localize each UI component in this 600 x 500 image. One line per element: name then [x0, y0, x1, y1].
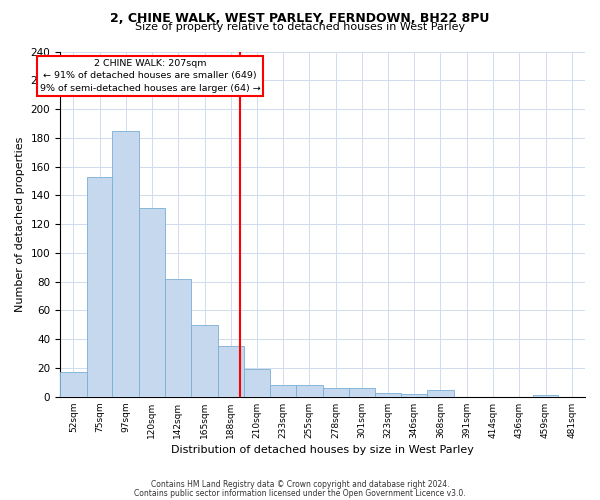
Bar	[323, 388, 349, 397]
Bar	[349, 388, 375, 397]
Y-axis label: Number of detached properties: Number of detached properties	[15, 136, 25, 312]
Text: Size of property relative to detached houses in West Parley: Size of property relative to detached ho…	[135, 22, 465, 32]
Bar	[533, 396, 558, 397]
Text: Contains public sector information licensed under the Open Government Licence v3: Contains public sector information licen…	[134, 488, 466, 498]
Bar	[296, 386, 323, 397]
Bar	[87, 176, 112, 397]
Text: Contains HM Land Registry data © Crown copyright and database right 2024.: Contains HM Land Registry data © Crown c…	[151, 480, 449, 489]
Bar	[139, 208, 164, 397]
Bar	[375, 392, 401, 397]
Bar	[164, 279, 191, 397]
Bar	[60, 372, 87, 397]
Bar	[244, 370, 270, 397]
Bar	[218, 346, 244, 397]
Bar	[112, 130, 139, 397]
Text: 2 CHINE WALK: 207sqm
← 91% of detached houses are smaller (649)
9% of semi-detac: 2 CHINE WALK: 207sqm ← 91% of detached h…	[40, 58, 260, 92]
Text: 2, CHINE WALK, WEST PARLEY, FERNDOWN, BH22 8PU: 2, CHINE WALK, WEST PARLEY, FERNDOWN, BH…	[110, 12, 490, 26]
Bar	[270, 386, 296, 397]
Bar	[191, 325, 218, 397]
Bar	[401, 394, 427, 397]
X-axis label: Distribution of detached houses by size in West Parley: Distribution of detached houses by size …	[171, 445, 474, 455]
Bar	[427, 390, 454, 397]
